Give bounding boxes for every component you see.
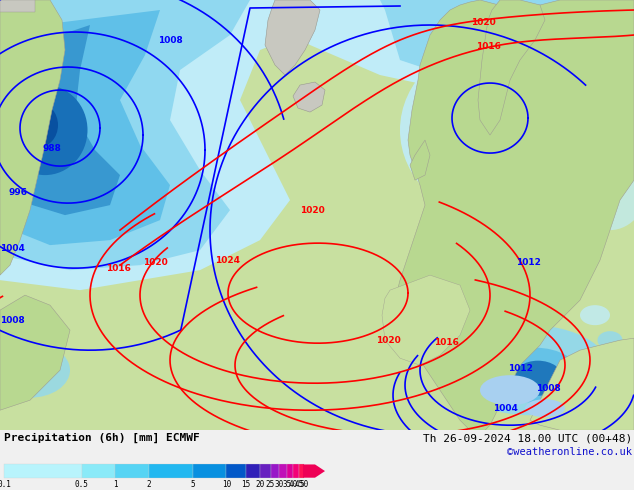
Ellipse shape <box>597 331 623 349</box>
Text: 1008: 1008 <box>158 35 183 45</box>
Ellipse shape <box>525 399 565 417</box>
Text: 1020: 1020 <box>375 336 401 344</box>
Polygon shape <box>478 0 545 135</box>
Text: 1: 1 <box>113 480 117 489</box>
Text: 1004: 1004 <box>0 244 25 253</box>
Ellipse shape <box>465 96 510 141</box>
Bar <box>299 464 304 478</box>
Bar <box>82 464 115 478</box>
Text: 1008: 1008 <box>0 316 24 325</box>
Text: 1004: 1004 <box>493 404 517 413</box>
Polygon shape <box>410 140 430 180</box>
Bar <box>4 464 82 478</box>
Text: 1016: 1016 <box>106 264 131 272</box>
Text: 1020: 1020 <box>143 258 167 267</box>
Polygon shape <box>0 10 170 245</box>
Bar <box>260 464 271 478</box>
Bar <box>148 464 193 478</box>
Ellipse shape <box>480 375 540 405</box>
Polygon shape <box>0 0 65 275</box>
Polygon shape <box>0 25 120 215</box>
Text: 1012: 1012 <box>508 364 533 373</box>
Text: 25: 25 <box>266 480 275 489</box>
Text: 5: 5 <box>191 480 195 489</box>
Bar <box>226 464 246 478</box>
Bar <box>0 0 35 12</box>
Ellipse shape <box>3 85 87 175</box>
Text: 1008: 1008 <box>536 384 560 392</box>
Ellipse shape <box>18 102 58 147</box>
Ellipse shape <box>450 325 610 415</box>
Text: 0.1: 0.1 <box>0 480 11 489</box>
Text: 2: 2 <box>146 480 151 489</box>
FancyArrow shape <box>303 465 325 478</box>
Polygon shape <box>395 0 634 430</box>
Bar <box>193 464 226 478</box>
Bar <box>287 464 294 478</box>
Polygon shape <box>0 0 250 270</box>
Text: 30: 30 <box>275 480 284 489</box>
Bar <box>294 464 299 478</box>
Polygon shape <box>265 0 320 75</box>
Ellipse shape <box>0 343 70 398</box>
Ellipse shape <box>580 305 610 325</box>
Polygon shape <box>240 0 634 100</box>
Text: 1016: 1016 <box>476 42 500 50</box>
Text: 0.5: 0.5 <box>75 480 89 489</box>
Polygon shape <box>293 82 325 112</box>
Ellipse shape <box>400 40 600 220</box>
Bar <box>271 464 280 478</box>
Bar <box>246 464 260 478</box>
Polygon shape <box>380 0 634 90</box>
Ellipse shape <box>425 60 565 190</box>
Ellipse shape <box>450 80 530 160</box>
Ellipse shape <box>490 160 610 240</box>
Text: 1024: 1024 <box>216 256 240 265</box>
Text: 45: 45 <box>294 480 304 489</box>
Bar <box>115 464 148 478</box>
Text: 50: 50 <box>299 480 309 489</box>
Text: 1020: 1020 <box>300 206 325 215</box>
Text: Th 26-09-2024 18.00 UTC (00+48): Th 26-09-2024 18.00 UTC (00+48) <box>423 433 632 443</box>
Ellipse shape <box>570 130 634 230</box>
Text: 1016: 1016 <box>434 338 458 346</box>
Text: 15: 15 <box>242 480 250 489</box>
Bar <box>280 464 287 478</box>
Polygon shape <box>0 295 70 410</box>
Polygon shape <box>382 275 470 365</box>
Polygon shape <box>530 338 634 430</box>
Ellipse shape <box>490 348 580 403</box>
Text: ©weatheronline.co.uk: ©weatheronline.co.uk <box>507 447 632 457</box>
Text: 996: 996 <box>8 188 27 196</box>
Ellipse shape <box>513 361 563 396</box>
Text: 20: 20 <box>255 480 264 489</box>
Polygon shape <box>0 0 320 290</box>
Text: 35: 35 <box>282 480 292 489</box>
Text: 10: 10 <box>222 480 231 489</box>
Text: 40: 40 <box>288 480 298 489</box>
Text: Precipitation (6h) [mm] ECMWF: Precipitation (6h) [mm] ECMWF <box>4 433 200 443</box>
Ellipse shape <box>3 358 48 392</box>
Text: 1020: 1020 <box>470 18 495 26</box>
Text: 988: 988 <box>42 144 61 152</box>
Text: 1012: 1012 <box>515 258 540 267</box>
